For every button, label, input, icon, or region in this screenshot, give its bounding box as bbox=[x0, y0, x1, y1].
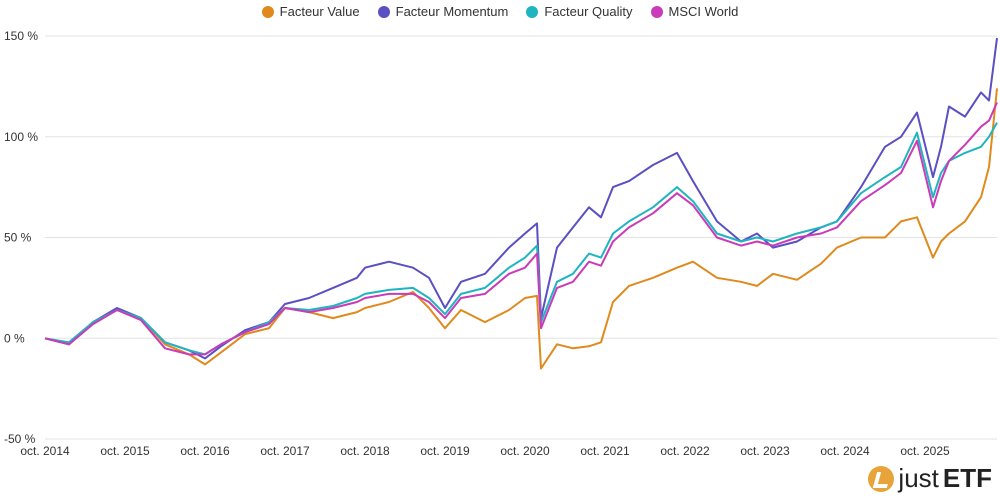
y-tick-label: 0 % bbox=[4, 331, 25, 345]
legend: Facteur Value Facteur Momentum Facteur Q… bbox=[0, 4, 1000, 19]
x-tick-label: oct. 2019 bbox=[420, 444, 470, 458]
x-tick-label: oct. 2016 bbox=[180, 444, 230, 458]
x-tick-label: oct. 2015 bbox=[100, 444, 150, 458]
x-tick-label: oct. 2023 bbox=[740, 444, 790, 458]
x-tick-label: oct. 2022 bbox=[660, 444, 710, 458]
x-tick-label: oct. 2024 bbox=[820, 444, 870, 458]
legend-item-msci-world[interactable]: MSCI World bbox=[650, 4, 739, 19]
justetf-logo-icon bbox=[868, 465, 895, 492]
y-tick-label: -50 % bbox=[4, 432, 36, 446]
legend-dot-msci-world bbox=[650, 5, 663, 18]
legend-dot-momentum bbox=[377, 5, 390, 18]
series-line-msci-world bbox=[44, 102, 998, 356]
logo-text-just: just bbox=[898, 463, 939, 493]
x-tick-label: oct. 2021 bbox=[580, 444, 630, 458]
legend-item-quality[interactable]: Facteur Quality bbox=[526, 4, 633, 19]
series-line-facteur-quality bbox=[44, 122, 998, 356]
logo-text-etf: ETF bbox=[942, 463, 992, 493]
legend-label-msci-world: MSCI World bbox=[668, 4, 739, 19]
x-tick-label: oct. 2018 bbox=[340, 444, 390, 458]
legend-label-quality: Facteur Quality bbox=[544, 4, 633, 19]
series-line-facteur-value bbox=[44, 88, 998, 370]
x-tick-label: oct. 2020 bbox=[500, 444, 550, 458]
y-tick-label: 50 % bbox=[4, 231, 32, 245]
legend-dot-quality bbox=[526, 5, 539, 18]
x-tick-label: oct. 2025 bbox=[900, 444, 950, 458]
y-tick-label: 150 % bbox=[4, 29, 38, 43]
legend-item-value[interactable]: Facteur Value bbox=[261, 4, 360, 19]
series-line-facteur-momentum bbox=[44, 37, 998, 360]
legend-dot-value bbox=[261, 5, 274, 18]
legend-label-momentum: Facteur Momentum bbox=[395, 4, 509, 19]
x-tick-label: oct. 2017 bbox=[260, 444, 310, 458]
y-tick-label: 100 % bbox=[4, 130, 38, 144]
legend-item-momentum[interactable]: Facteur Momentum bbox=[377, 4, 509, 19]
justetf-logo: just ETF bbox=[868, 463, 992, 494]
x-tick-label: oct. 2014 bbox=[20, 444, 70, 458]
legend-label-value: Facteur Value bbox=[279, 4, 360, 19]
